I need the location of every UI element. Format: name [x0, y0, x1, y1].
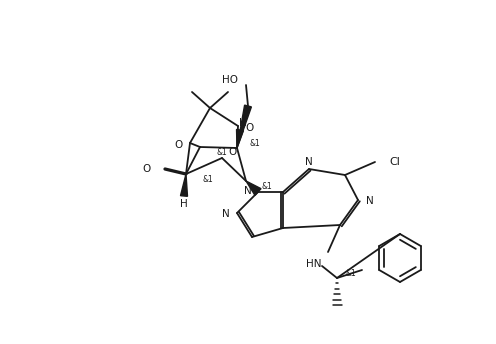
Text: Cl: Cl — [389, 157, 400, 167]
Text: O: O — [245, 123, 253, 133]
Polygon shape — [237, 129, 244, 148]
Text: HN: HN — [306, 259, 322, 269]
Text: O: O — [143, 164, 151, 174]
Text: H: H — [239, 118, 247, 128]
Polygon shape — [237, 105, 251, 148]
Text: O: O — [175, 140, 183, 150]
Text: H: H — [180, 199, 188, 209]
Text: &1: &1 — [202, 174, 213, 183]
Text: O: O — [228, 147, 236, 157]
Polygon shape — [181, 174, 187, 196]
Text: HO: HO — [222, 75, 238, 85]
Text: N: N — [222, 209, 230, 219]
Text: &1: &1 — [345, 269, 356, 279]
Text: &1: &1 — [249, 139, 260, 148]
Text: &1: &1 — [216, 148, 227, 157]
Text: &1: &1 — [262, 182, 273, 191]
Text: N: N — [244, 186, 252, 196]
Text: N: N — [366, 196, 374, 206]
Polygon shape — [246, 181, 261, 195]
Text: N: N — [305, 157, 313, 167]
